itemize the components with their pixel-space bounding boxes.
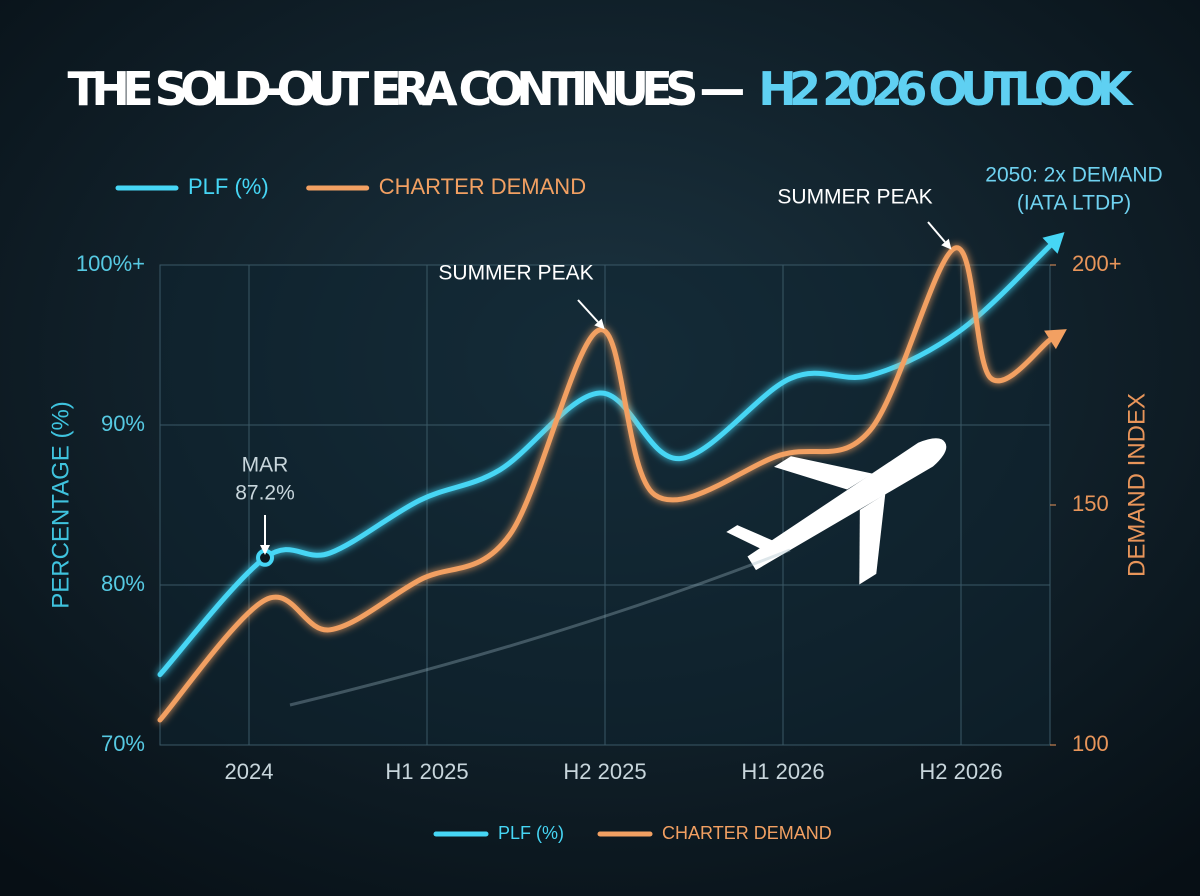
title-highlight: H2 2026 OUTLOOK [758,62,1135,116]
y-tick-label: 70% [101,731,145,756]
x-tick-label: H2 2025 [563,759,646,784]
arrow-head [1044,329,1067,350]
y-tick-label: 80% [101,571,145,596]
annotation: SUMMER PEAK [438,262,593,285]
legend: PLF (%) CHARTER DEMAND [433,823,832,843]
series-line [157,243,1053,678]
y2-axis-label: DEMAND INDEX [1123,393,1150,577]
legend-label: PLF (%) [498,823,564,843]
contrail [289,548,791,707]
y-axis-label: PERCENTAGE (%) [47,401,74,609]
plot [157,232,1067,723]
legend-label: PLF (%) [188,174,269,199]
y2-tick-label: 150 [1072,491,1109,516]
grid: 70% 80% 90% 100%+ 100 150 200+ 2024 H1 2025 H2 20… [76,251,1122,784]
arrow-head [1042,232,1065,254]
legend-label: CHARTER DEMAND [662,823,832,843]
annotation-arrow-head [594,318,605,330]
annotation: (IATA LTDP) [1017,192,1131,215]
legend: PLF (%) CHARTER DEMAND [115,174,586,199]
annotation: MAR [242,454,289,477]
x-tick-label: 2024 [225,759,274,784]
y2-tick-label: 100 [1072,731,1109,756]
y-tick-label: 100%+ [76,251,145,276]
y2-tick-label: 200+ [1072,251,1122,276]
annotation-arrow [927,221,946,243]
annotation: 87.2% [235,482,295,505]
legend-label: CHARTER DEMAND [379,174,586,199]
title-main: THE SOLD-OUT ERA CONTINUES — [68,62,746,116]
x-tick-label: H1 2025 [385,759,468,784]
annotation: SUMMER PEAK [777,186,932,209]
annotation: 2050: 2x DEMAND [985,164,1162,187]
series-line [157,245,1053,723]
x-tick-label: H2 2026 [919,759,1002,784]
y-tick-label: 90% [101,411,145,436]
chart-title: THE SOLD-OUT ERA CONTINUES — H2 2026 OUT… [68,62,1135,116]
airplane-icon [726,438,947,585]
annotations: MAR 87.2% SUMMER PEAK SUMMER PEAK 2050: 2x D… [235,164,1163,555]
x-tick-label: H1 2026 [741,759,824,784]
annotation-arrow-head [941,238,952,250]
annotation-arrow-head [260,545,270,555]
annotation-arrow [577,299,599,323]
